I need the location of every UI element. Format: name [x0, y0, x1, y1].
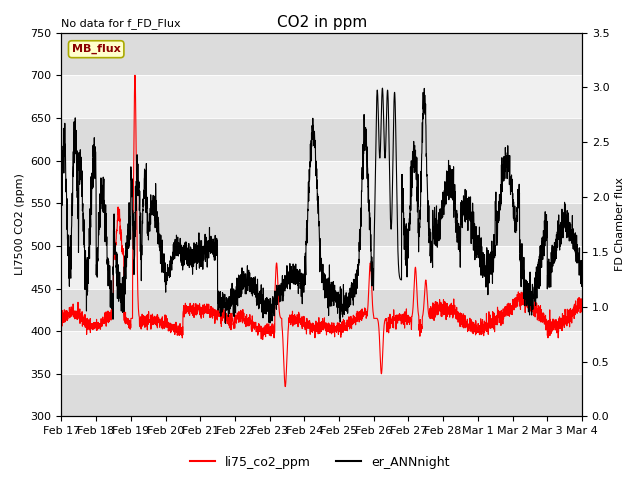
Bar — [61, 203, 582, 246]
Bar — [61, 374, 582, 417]
Y-axis label: FD Chamber flux: FD Chamber flux — [615, 178, 625, 272]
Bar — [61, 160, 582, 203]
Bar — [61, 33, 582, 75]
Text: No data for f_FD_Flux: No data for f_FD_Flux — [61, 18, 181, 29]
Text: MB_flux: MB_flux — [72, 44, 120, 54]
Bar — [61, 118, 582, 160]
Bar — [61, 331, 582, 374]
Bar — [61, 288, 582, 331]
Bar — [61, 75, 582, 118]
Bar — [61, 246, 582, 288]
Title: CO2 in ppm: CO2 in ppm — [276, 15, 367, 30]
Legend: li75_co2_ppm, er_ANNnight: li75_co2_ppm, er_ANNnight — [186, 451, 454, 474]
Y-axis label: LI7500 CO2 (ppm): LI7500 CO2 (ppm) — [15, 174, 25, 276]
